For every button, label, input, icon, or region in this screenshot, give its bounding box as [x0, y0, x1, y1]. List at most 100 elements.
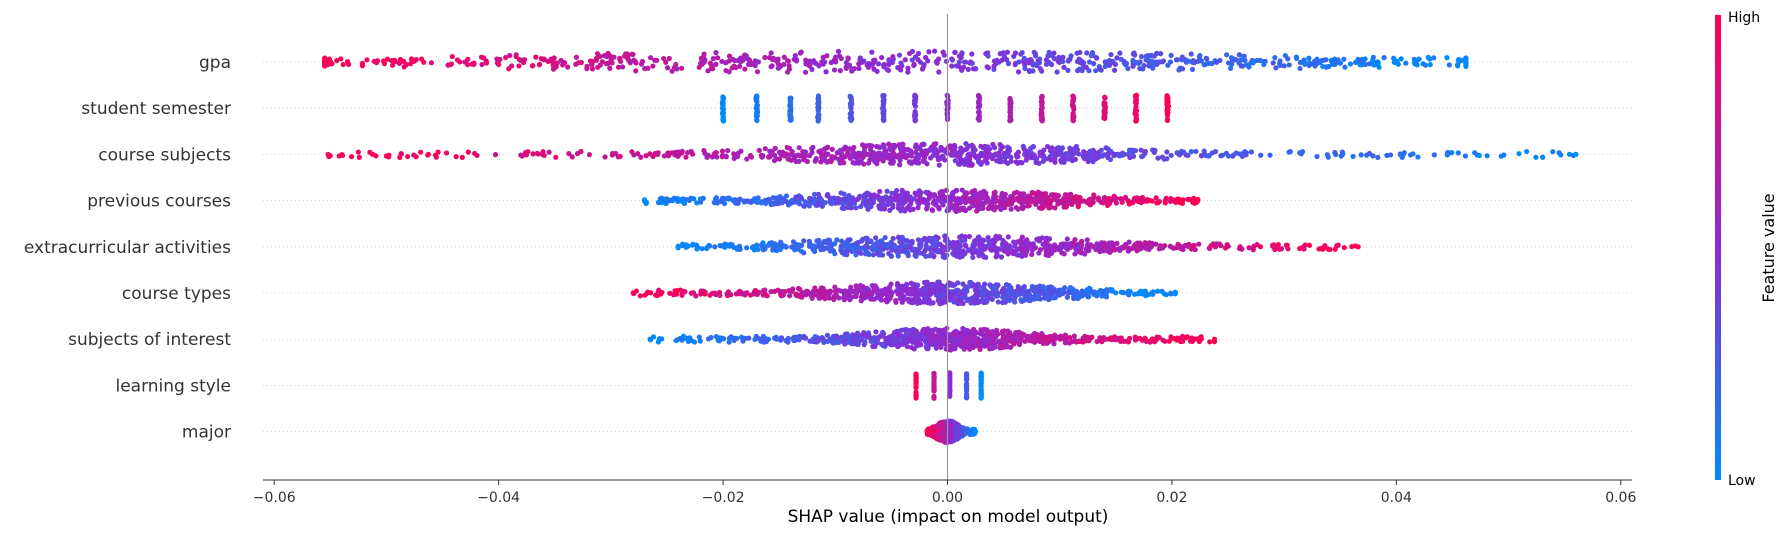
point-gpa-258	[340, 61, 346, 68]
point-extracurricular-activities-578	[934, 249, 940, 255]
point-gpa-234	[344, 59, 351, 65]
point-gpa-639	[1206, 60, 1212, 66]
point-gpa-597	[1306, 55, 1312, 61]
point-course-types-627	[907, 299, 913, 305]
point-gpa-704	[879, 54, 885, 61]
point-previous-courses-738	[996, 198, 1002, 204]
point-course-subjects-209	[1407, 152, 1414, 158]
point-course-subjects-118	[569, 154, 575, 160]
point-course-subjects-428	[685, 149, 691, 156]
point-extracurricular-activities-713	[1107, 249, 1113, 255]
point-gpa-479	[1197, 53, 1203, 59]
point-gpa-481	[1353, 59, 1359, 65]
point-gpa-468	[886, 59, 892, 65]
point-student-semester-103	[815, 93, 822, 99]
point-subjects-of-interest-83	[1168, 334, 1174, 340]
point-extracurricular-activities-661	[1117, 246, 1124, 252]
point-extracurricular-activities-695	[777, 246, 783, 253]
point-course-types-679	[853, 293, 859, 300]
point-gpa-643	[895, 65, 901, 71]
point-gpa-648	[915, 50, 922, 57]
point-course-subjects-161	[635, 150, 641, 157]
point-extracurricular-activities-645	[844, 252, 850, 258]
point-extracurricular-activities-631	[1061, 251, 1067, 257]
point-student-semester-24	[720, 103, 726, 109]
point-gpa-386	[411, 58, 418, 64]
point-course-subjects-304	[719, 148, 726, 154]
point-gpa-570	[1102, 63, 1108, 70]
point-previous-courses-609	[1091, 192, 1097, 198]
point-course-types-699	[1012, 299, 1018, 305]
point-course-types-668	[1031, 288, 1037, 294]
point-course-types-740	[630, 290, 636, 296]
point-course-subjects-184	[356, 154, 362, 160]
point-course-types-735	[1030, 295, 1036, 302]
point-extracurricular-activities-530	[1097, 244, 1103, 250]
point-previous-courses-722	[853, 205, 859, 211]
point-gpa-624	[832, 56, 838, 62]
point-student-semester-50	[754, 94, 760, 101]
point-gpa-739	[551, 55, 557, 61]
point-previous-courses-723	[960, 206, 966, 213]
point-gpa-447	[1016, 59, 1022, 65]
point-course-subjects-615	[813, 157, 819, 163]
point-course-subjects-698	[744, 156, 750, 162]
point-gpa-514	[874, 68, 880, 74]
point-gpa-668	[593, 55, 600, 62]
point-course-subjects-671	[969, 162, 975, 168]
point-course-types-552	[921, 279, 928, 286]
point-course-subjects-590	[855, 152, 861, 158]
point-student-semester-361	[1133, 100, 1139, 106]
point-extracurricular-activities-724	[772, 246, 778, 252]
point-gpa-699	[849, 68, 855, 74]
point-subjects-of-interest-707	[929, 337, 935, 343]
point-extracurricular-activities-723	[1009, 248, 1015, 254]
point-gpa-252	[1165, 62, 1171, 68]
point-learning-style-129	[978, 374, 984, 380]
point-gpa-695	[1455, 63, 1461, 69]
point-gpa-162	[1403, 60, 1409, 66]
point-gpa-212	[465, 56, 471, 62]
point-course-subjects-423	[1138, 147, 1144, 153]
point-student-semester-176	[912, 94, 918, 100]
point-student-semester-310	[1070, 98, 1076, 104]
point-course-subjects-546	[810, 144, 816, 150]
point-gpa-675	[509, 63, 515, 69]
point-gpa-738	[1131, 50, 1137, 56]
point-gpa-388	[1060, 54, 1066, 60]
point-previous-courses-654	[890, 204, 896, 210]
point-course-subjects-150	[386, 152, 392, 158]
point-previous-courses-682	[1008, 194, 1014, 200]
point-course-subjects-630	[1115, 151, 1122, 157]
point-student-semester-146	[880, 92, 886, 99]
point-subjects-of-interest-150	[1189, 335, 1195, 341]
point-gpa-614	[934, 60, 940, 66]
point-course-types-55	[787, 293, 793, 299]
point-student-semester-363	[1133, 116, 1139, 122]
point-previous-courses-703	[1076, 194, 1082, 201]
point-gpa-634	[768, 50, 774, 56]
point-gpa-687	[1191, 59, 1197, 65]
point-course-types-160	[674, 288, 680, 294]
point-extracurricular-activities-603	[1156, 246, 1162, 252]
point-gpa-676	[1431, 55, 1437, 61]
point-extracurricular-activities-392	[962, 242, 968, 248]
point-subjects-of-interest-247	[1116, 335, 1122, 341]
point-student-semester-181	[911, 101, 918, 107]
point-course-subjects-527	[1059, 152, 1066, 158]
point-course-subjects-385	[1201, 148, 1207, 154]
point-gpa-700	[1138, 53, 1145, 60]
point-extracurricular-activities-737	[1077, 243, 1083, 249]
point-previous-courses-466	[898, 208, 904, 214]
point-subjects-of-interest-198	[752, 336, 758, 342]
point-course-subjects-384	[631, 152, 637, 158]
point-gpa-659	[1130, 63, 1136, 69]
point-gpa-726	[861, 58, 867, 64]
point-previous-courses-717	[999, 205, 1005, 211]
point-course-subjects-660	[892, 152, 899, 159]
point-gpa-341	[997, 51, 1003, 57]
point-gpa-233	[1022, 65, 1028, 72]
point-course-subjects-739	[872, 158, 878, 165]
point-course-types-728	[1059, 288, 1065, 294]
point-course-types-152	[645, 289, 651, 295]
